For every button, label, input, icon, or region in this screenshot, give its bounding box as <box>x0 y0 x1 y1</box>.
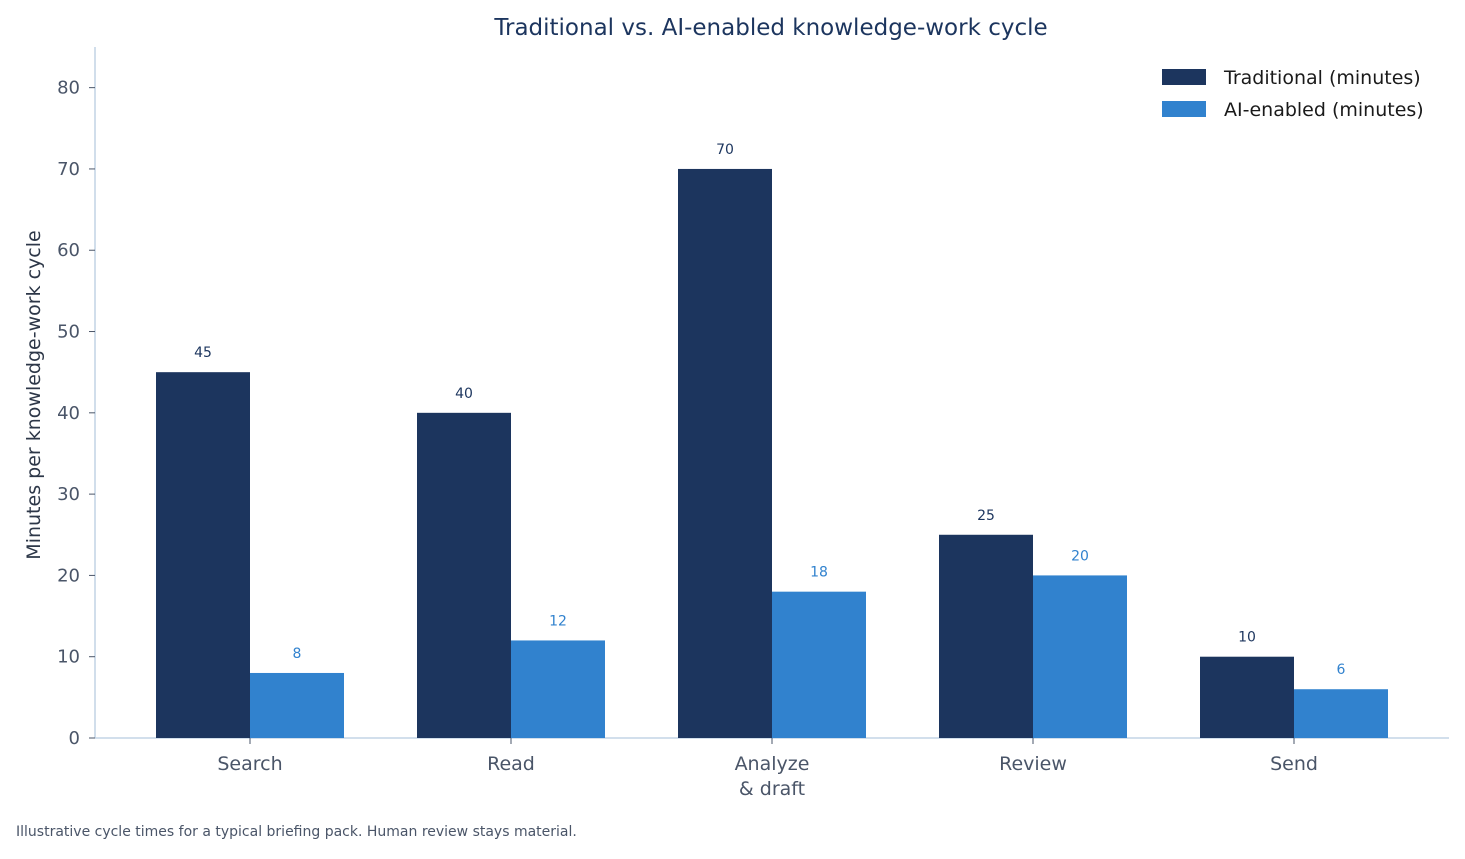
bar-traditional <box>939 534 1033 738</box>
chart-title: Traditional vs. AI-enabled knowledge-wor… <box>493 15 1047 41</box>
data-label-traditional: 45 <box>194 345 212 361</box>
y-tick-label: 0 <box>69 728 80 749</box>
data-label-traditional: 70 <box>716 142 734 158</box>
y-tick-label: 40 <box>57 403 80 424</box>
bar-ai-enabled <box>1294 689 1388 738</box>
y-tick-label: 10 <box>57 647 80 668</box>
y-tick-label: 60 <box>57 240 80 261</box>
bar-traditional <box>1200 656 1294 738</box>
y-tick-label: 80 <box>57 78 80 99</box>
x-tick-label: Search <box>217 753 282 775</box>
data-label-ai-enabled: 20 <box>1071 548 1089 564</box>
bar-traditional <box>156 372 250 738</box>
y-tick-label: 30 <box>57 484 80 505</box>
data-label-ai-enabled: 12 <box>549 613 567 629</box>
x-tick-label: Review <box>999 753 1067 775</box>
data-label-traditional: 10 <box>1238 630 1256 646</box>
legend-swatch-ai-enabled <box>1162 101 1206 117</box>
x-tick-label: Analyze & draft <box>735 753 810 800</box>
plot-area: 0 10 20 30 40 50 60 70 80 Search 45 8 Read 40 12 Analyz… <box>57 47 1449 800</box>
data-label-ai-enabled: 8 <box>293 646 302 662</box>
bar-ai-enabled <box>1033 575 1127 738</box>
bar-traditional <box>417 412 511 738</box>
x-tick-label: Read <box>487 753 535 775</box>
y-tick-label: 50 <box>57 322 80 343</box>
legend-label-traditional: Traditional (minutes) <box>1223 67 1421 89</box>
legend: Traditional (minutes) AI-enabled (minutes… <box>1162 67 1424 121</box>
y-tick-label: 20 <box>57 565 80 586</box>
legend-swatch-traditional <box>1162 69 1206 85</box>
y-tick-label: 70 <box>57 159 80 180</box>
bar-ai-enabled <box>511 640 605 738</box>
bar-ai-enabled <box>772 591 866 738</box>
data-label-traditional: 25 <box>977 508 995 524</box>
legend-label-ai-enabled: AI-enabled (minutes) <box>1224 99 1424 121</box>
bar-traditional <box>678 168 772 739</box>
data-label-ai-enabled: 18 <box>810 565 828 581</box>
footnote: Illustrative cycle times for a typical b… <box>16 824 577 840</box>
x-tick-label: Send <box>1270 753 1318 775</box>
bar-ai-enabled <box>250 672 344 738</box>
y-axis-title: Minutes per knowledge-work cycle <box>23 230 45 559</box>
data-label-traditional: 40 <box>455 386 473 402</box>
data-label-ai-enabled: 6 <box>1337 662 1346 678</box>
